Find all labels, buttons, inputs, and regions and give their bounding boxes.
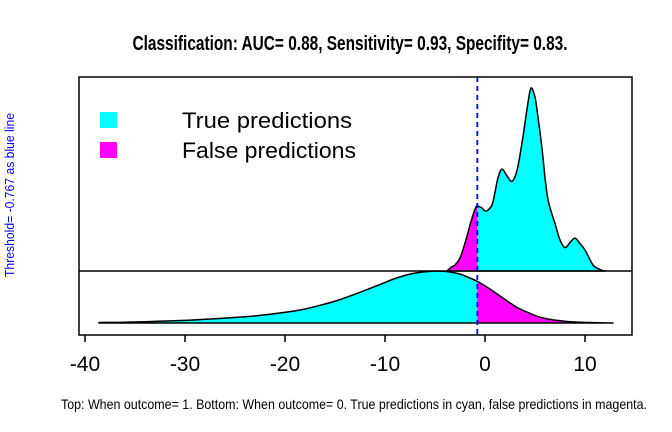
density-fill-true-outcome_1	[477, 87, 605, 271]
legend: True predictions False predictions	[100, 108, 356, 163]
plot-box	[78, 76, 633, 336]
density-curves	[98, 87, 614, 324]
x-tick-label: 10	[573, 353, 596, 376]
x-tick-label: -40	[70, 353, 100, 376]
x-tick-label: -20	[270, 353, 300, 376]
legend-label-false: False predictions	[182, 138, 356, 163]
legend-label-true: True predictions	[182, 108, 352, 133]
x-axis: -40 -30 -20 -10 0 10	[70, 335, 597, 376]
chart-title: Classification: AUC= 0.88, Sensitivity= …	[133, 33, 568, 55]
x-tick-label: -30	[170, 353, 200, 376]
x-tick-label: 0	[479, 353, 491, 376]
density-outline-outcome_1	[446, 87, 606, 272]
legend-swatch-true	[100, 112, 117, 128]
x-tick-label: -10	[370, 353, 400, 376]
caption: Top: When outcome= 1. Bottom: When outco…	[61, 396, 647, 412]
y-axis-label: Threshold= -0.767 as blue line	[2, 113, 17, 277]
density-fill-false-outcome_1	[447, 205, 478, 271]
legend-swatch-false	[100, 142, 117, 158]
density-fill-false-outcome_0	[477, 281, 613, 323]
